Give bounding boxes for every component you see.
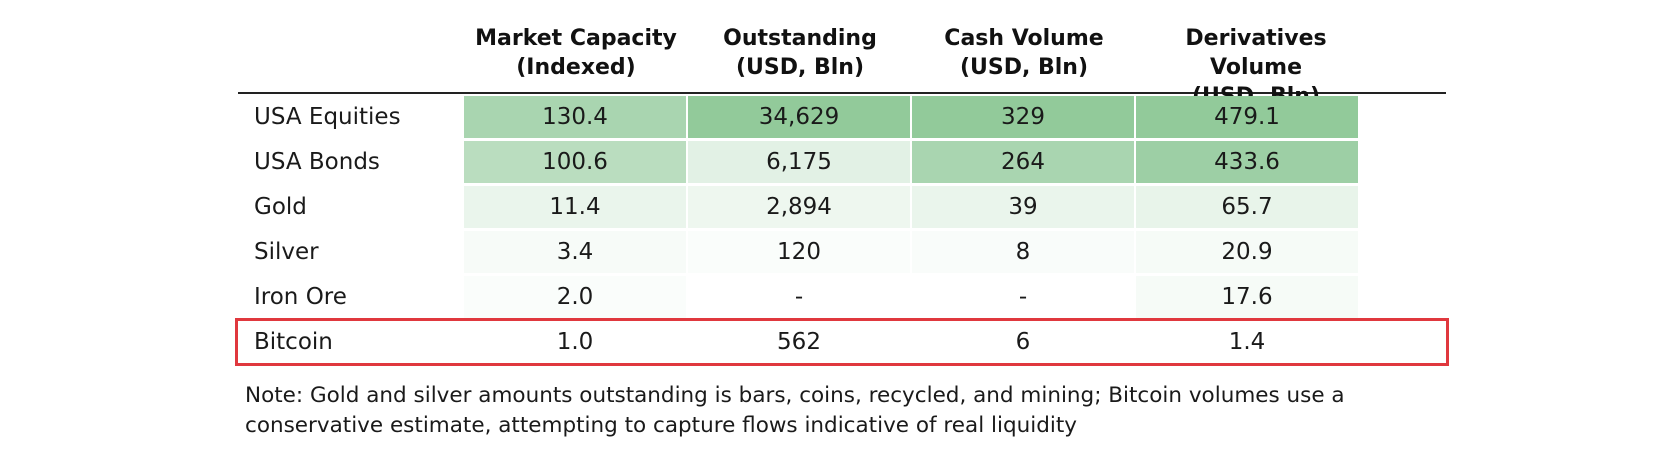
cell-derivatives-volume: 433.6: [1136, 141, 1358, 183]
cell-market-capacity: 1.0: [464, 321, 686, 363]
table-header: Market Capacity (Indexed) Outstanding (U…: [238, 20, 1446, 109]
data-table: Market Capacity (Indexed) Outstanding (U…: [235, 20, 1449, 366]
cell-derivatives-volume: 479.1: [1136, 96, 1358, 138]
cell-outstanding: 2,894: [688, 186, 910, 228]
row-label: Iron Ore: [254, 284, 347, 310]
cell-derivatives-volume: 1.4: [1136, 321, 1358, 363]
header-derivatives-volume-line1: Derivatives Volume: [1185, 26, 1327, 80]
cell-derivatives-volume: 17.6: [1136, 276, 1358, 318]
cell-market-capacity: 130.4: [464, 96, 686, 138]
cell-market-capacity: 2.0: [464, 276, 686, 318]
cell-derivatives-volume: 65.7: [1136, 186, 1358, 228]
cell-cash-volume: 8: [912, 231, 1134, 273]
cell-cash-volume: -: [912, 276, 1134, 318]
header-cash-volume-line1: Cash Volume: [944, 26, 1104, 51]
table-row: USA Equities 130.4 34,629 329 479.1: [238, 96, 1446, 138]
row-label: USA Bonds: [254, 149, 380, 175]
cell-market-capacity: 3.4: [464, 231, 686, 273]
cell-outstanding: -: [688, 276, 910, 318]
header-market-capacity: Market Capacity (Indexed): [464, 24, 688, 82]
row-label: USA Equities: [254, 104, 401, 130]
row-label: Bitcoin: [254, 329, 333, 355]
cell-market-capacity: 100.6: [464, 141, 686, 183]
header-cash-volume-line2: (USD, Bln): [959, 55, 1089, 80]
header-market-capacity-line1: Market Capacity: [475, 26, 677, 51]
header-market-capacity-line2: (Indexed): [516, 55, 636, 80]
table-row: Iron Ore 2.0- -17.6: [238, 276, 1446, 318]
note-line-1: Note: Gold and silver amounts outstandin…: [245, 383, 1345, 408]
cell-outstanding: 562: [688, 321, 910, 363]
header-cash-volume: Cash Volume (USD, Bln): [912, 24, 1136, 82]
header-outstanding: Outstanding (USD, Bln): [688, 24, 912, 82]
table-row: Silver 3.4 120 8 20.9: [238, 231, 1446, 273]
cell-outstanding: 34,629: [688, 96, 910, 138]
cell-outstanding: 6,175: [688, 141, 910, 183]
cell-derivatives-volume: 20.9: [1136, 231, 1358, 273]
cell-cash-volume: 329: [912, 96, 1134, 138]
header-outstanding-line1: Outstanding: [723, 26, 877, 51]
cell-cash-volume: 6: [912, 321, 1134, 363]
row-label: Silver: [254, 239, 319, 265]
table-row: USA Bonds 100.6 6,175 264 433.6: [238, 141, 1446, 183]
table-note: Note: Gold and silver amounts outstandin…: [245, 381, 1445, 441]
cell-market-capacity: 11.4: [464, 186, 686, 228]
row-label: Gold: [254, 194, 307, 220]
table-row: Bitcoin 1.0 562 6 1.4: [235, 318, 1449, 366]
table-row: Gold 11.4 2,894 39 65.7: [238, 186, 1446, 228]
table-body: USA Equities 130.4 34,629 329 479.1 USA Bonds…: [235, 94, 1449, 366]
cell-cash-volume: 39: [912, 186, 1134, 228]
cell-cash-volume: 264: [912, 141, 1134, 183]
cell-outstanding: 120: [688, 231, 910, 273]
note-line-2: conservative estimate, attempting to cap…: [245, 413, 1077, 438]
header-outstanding-line2: (USD, Bln): [735, 55, 865, 80]
